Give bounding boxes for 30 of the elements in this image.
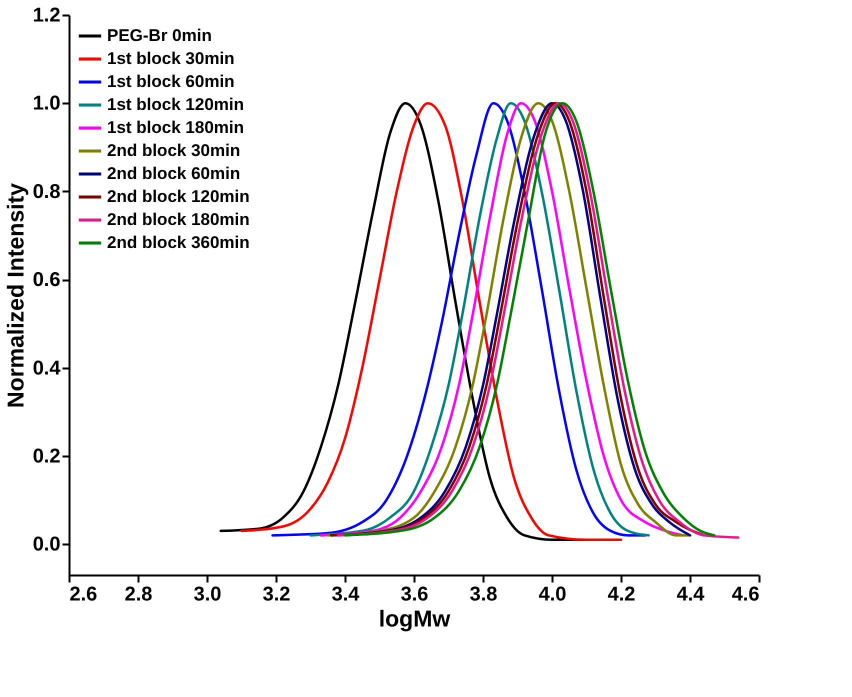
legend-label: 1st block 180min <box>107 118 244 137</box>
x-tick-label: 4.0 <box>538 584 566 606</box>
x-tick-label: 3.0 <box>194 584 222 606</box>
x-axis-title: logMw <box>378 606 450 632</box>
legend-label: 2nd block 360min <box>107 233 250 252</box>
legend-label: 2nd block 180min <box>107 210 250 229</box>
legend-label: 2nd block 120min <box>107 187 250 206</box>
y-tick-label: 1.2 <box>32 4 60 26</box>
y-axis-title: Normalized Intensity <box>2 182 29 408</box>
x-tick-label: 4.6 <box>732 584 760 606</box>
x-tick-label: 2.8 <box>124 584 152 606</box>
x-tick-label: 4.2 <box>608 584 636 606</box>
legend-label: 1st block 30min <box>107 49 235 68</box>
x-tick-label: 3.6 <box>400 584 428 606</box>
legend-label: 1st block 120min <box>107 95 244 114</box>
legend-label: 2nd block 60min <box>107 164 240 183</box>
y-tick-label: 0.6 <box>32 269 60 292</box>
x-tick-label: 2.6 <box>70 584 98 606</box>
y-tick-label: 0.4 <box>32 357 62 380</box>
y-tick-label: 0.2 <box>32 445 60 468</box>
x-tick-label: 4.4 <box>676 584 706 606</box>
legend-label: PEG-Br 0min <box>107 26 212 45</box>
legend-label: 1st block 60min <box>107 72 235 91</box>
y-tick-label: 1.0 <box>32 92 60 115</box>
y-tick-label: 0.8 <box>32 180 60 203</box>
x-tick-label: 3.4 <box>332 584 360 606</box>
x-tick-label: 3.2 <box>262 584 290 606</box>
y-tick-label: 0.0 <box>32 534 60 556</box>
legend-label: 2nd block 30min <box>107 141 240 160</box>
x-tick-label: 3.8 <box>470 584 498 606</box>
